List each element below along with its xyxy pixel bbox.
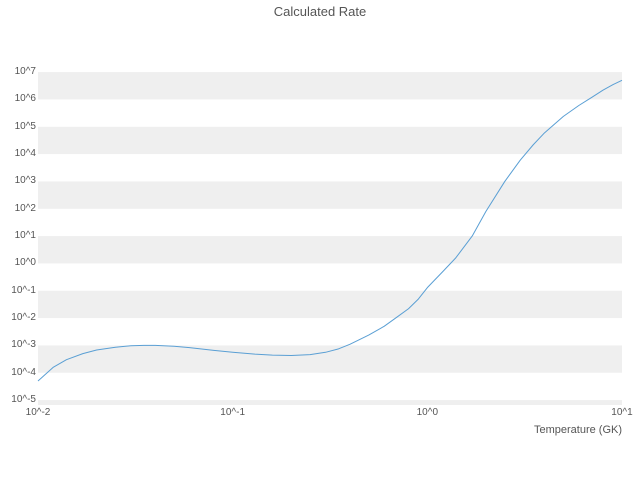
x-axis-label: Temperature (GK)	[533, 424, 622, 436]
decade-band	[38, 126, 622, 155]
y-tick-label: 10^6	[14, 93, 36, 105]
y-tick-label: 10^7	[14, 66, 36, 78]
decade-band	[38, 400, 622, 405]
rate-curve	[37, 79, 623, 382]
chart-title: Calculated Rate	[273, 4, 367, 19]
y-tick-label: 10^1	[14, 230, 36, 242]
y-tick-label: 10^-1	[11, 284, 36, 296]
decade-band	[38, 345, 622, 373]
y-tick-label: 10^3	[14, 175, 36, 187]
y-tick-label: 10^-2	[11, 312, 36, 324]
y-tick-label: 10^-4	[11, 366, 36, 378]
decade-band	[38, 290, 622, 319]
x-tick-label: 10^1	[611, 407, 633, 418]
y-tick-label: 10^0	[14, 257, 36, 269]
x-tick-label: 10^-1	[220, 407, 246, 418]
y-tick-label: 10^-3	[11, 339, 36, 351]
decade-band	[38, 181, 622, 209]
y-tick-label: 10^5	[14, 120, 36, 132]
y-tick-label: 10^-5	[11, 394, 36, 406]
x-tick-label: 10^-2	[25, 407, 51, 418]
x-tick-label: 10^0	[416, 407, 439, 418]
y-tick-label: 10^2	[14, 202, 36, 214]
decade-band	[38, 236, 622, 264]
y-tick-label: 10^4	[14, 148, 36, 160]
decade-band	[38, 72, 622, 100]
